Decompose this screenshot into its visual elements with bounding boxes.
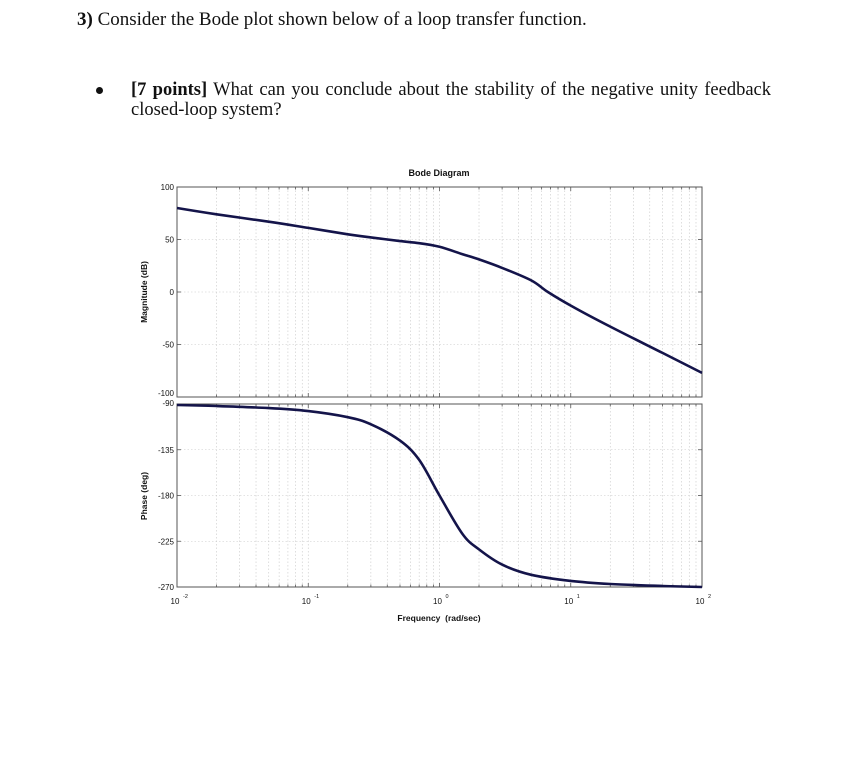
question-number: 3) — [77, 9, 93, 30]
x-axis-label: Frequency (rad/sec) — [397, 613, 480, 623]
points-label: [7 points] — [131, 80, 208, 100]
x-tick-exponent: -1 — [314, 594, 319, 600]
phase-y-tick-label: -270 — [158, 583, 175, 592]
x-tick-exponent: 2 — [708, 594, 711, 600]
magnitude-plot: 100 50 0 -50 -100 — [158, 183, 703, 398]
bullet-text: [7 points] What can you conclude about t… — [131, 80, 771, 120]
magnitude-axes-box — [176, 186, 703, 398]
phase-ylabel: Phase (deg) — [139, 472, 149, 520]
magnitude-y-tick-label: 0 — [170, 288, 175, 297]
magnitude-y-tick-label: 50 — [165, 236, 174, 245]
phase-axes-box — [176, 403, 703, 588]
bullet-icon — [96, 87, 103, 94]
magnitude-y-tick-label: -50 — [162, 341, 174, 350]
phase-curve — [176, 403, 703, 589]
phase-y-tick-label: -225 — [158, 537, 175, 546]
phase-y-tick-label: -135 — [158, 446, 175, 455]
x-axis-tick-labels: 10 -2 10 -1 10 0 10 1 10 2 — [171, 594, 712, 606]
x-tick-exponent: -2 — [183, 594, 188, 600]
magnitude-ylabel: Magnitude (dB) — [139, 261, 149, 323]
magnitude-curve — [176, 206, 703, 375]
phase-y-tick-label: -90 — [162, 399, 174, 408]
question-text: Consider the Bode plot shown below of a … — [97, 9, 587, 30]
x-tick-exponent: 0 — [446, 594, 449, 600]
x-tick-label: 10 — [171, 597, 180, 606]
x-tick-label: 10 — [302, 597, 311, 606]
x-tick-exponent: 1 — [577, 594, 580, 600]
phase-plot: -90 -135 -180 -225 -270 — [158, 399, 703, 592]
phase-y-tick-label: -180 — [158, 492, 175, 501]
question-heading: 3) Consider the Bode plot shown below of… — [77, 9, 587, 31]
x-tick-label: 10 — [696, 597, 705, 606]
x-tick-label: 10 — [564, 597, 573, 606]
bullet-question-text: What can you conclude about the stabilit… — [131, 80, 772, 120]
magnitude-y-tick-label: 100 — [161, 183, 175, 192]
x-tick-label: 10 — [433, 597, 442, 606]
chart-title: Bode Diagram — [408, 168, 469, 178]
magnitude-y-tick-label: -100 — [158, 389, 175, 398]
